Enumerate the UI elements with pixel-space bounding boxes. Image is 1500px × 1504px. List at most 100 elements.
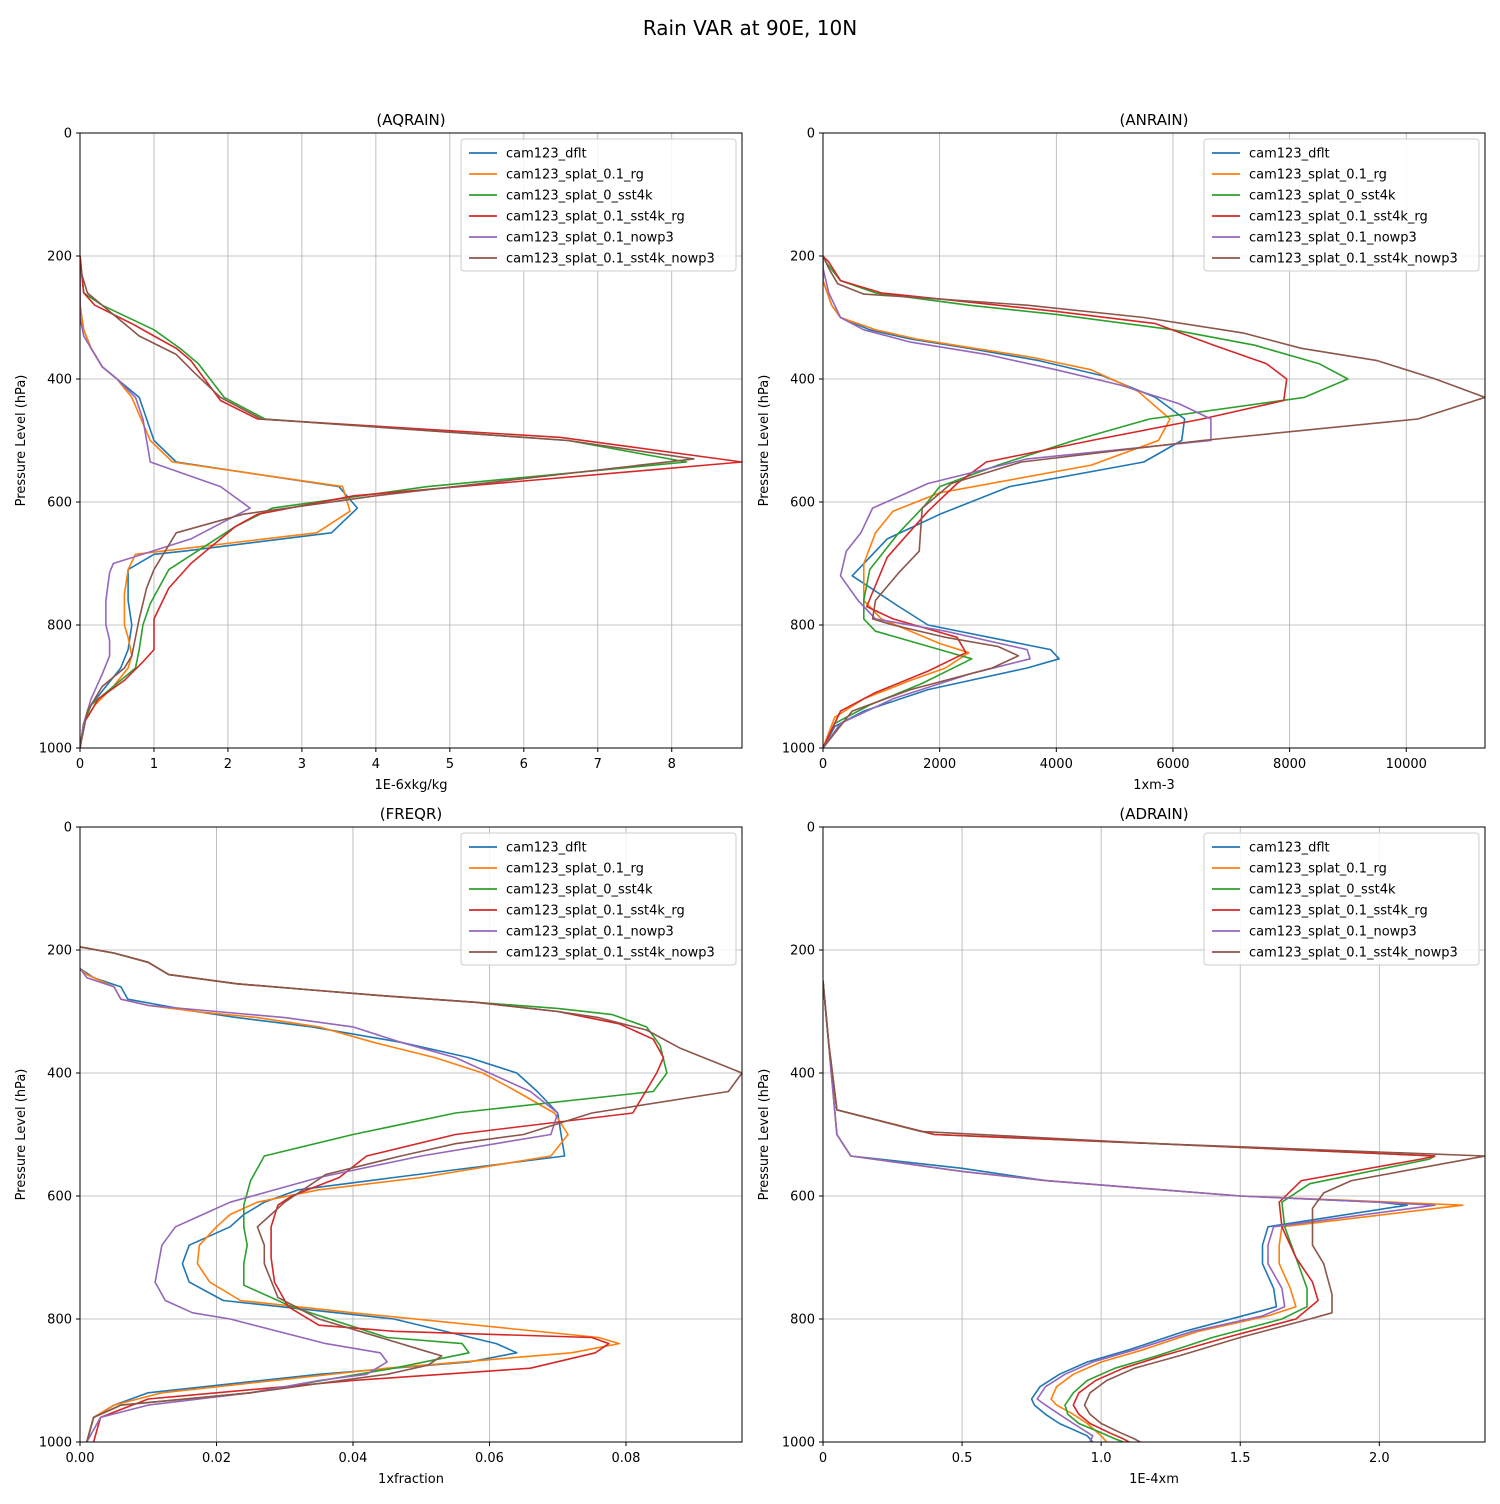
x-tick-label: 6000 [1156, 757, 1189, 772]
x-tick-label: 8000 [1273, 757, 1306, 772]
y-tick-label: 800 [47, 1313, 72, 1328]
legend-entry: cam123_splat_0.1_sst4k_nowp3 [1249, 946, 1458, 961]
legend-box [1203, 832, 1480, 966]
y-tick-label: 0 [64, 821, 72, 836]
y-tick-label: 600 [47, 496, 72, 511]
legend-entry: cam123_splat_0_sst4k [1249, 883, 1396, 898]
x-axis-label: 1xfraction [378, 1472, 444, 1487]
legend-box [460, 832, 737, 966]
x-tick-label: 7 [594, 757, 602, 772]
y-tick-label: 600 [790, 1190, 815, 1205]
series-line-cam123_splat_0.1_sst4k_rg [823, 255, 1288, 748]
legend-entry: cam123_splat_0.1_rg [1249, 862, 1387, 877]
legend-entry: cam123_splat_0.1_sst4k_rg [506, 904, 685, 919]
y-axis-label: Pressure Level (hPa) [757, 375, 772, 507]
y-tick-label: 1000 [39, 1436, 72, 1451]
legend: cam123_dflt cam123_splat_0.1_rg cam123_spl… [1203, 832, 1480, 966]
legend-entry: cam123_dflt [506, 841, 587, 856]
legend-entry: cam123_splat_0.1_sst4k_nowp3 [506, 252, 715, 267]
chart-title: (AQRAIN) [376, 111, 445, 129]
legend-entry: cam123_splat_0.1_sst4k_rg [1249, 210, 1428, 225]
series-line-cam123_splat_0.1_sst4k_nowp3 [823, 255, 1485, 748]
x-tick-label: 8 [668, 757, 676, 772]
y-tick-label: 1000 [39, 742, 72, 757]
y-tick-label: 400 [47, 373, 72, 388]
y-tick-label: 600 [790, 496, 815, 511]
x-tick-label: 1 [150, 757, 158, 772]
chart-panel-3: 0.00 0.02 0.04 0.06 0.08 0 200 400 600 800 1000 (FR… [14, 805, 743, 1487]
series-line-cam123_splat_0.1_sst4k_nowp3 [80, 268, 695, 748]
y-tick-label: 200 [47, 250, 72, 265]
x-tick-label: 4000 [1040, 757, 1073, 772]
y-tick-label: 400 [790, 1067, 815, 1082]
x-tick-label: 6 [520, 757, 528, 772]
y-tick-label: 400 [790, 373, 815, 388]
legend-entry: cam123_splat_0.1_sst4k_rg [506, 210, 685, 225]
series-line-cam123_splat_0.1_nowp3 [823, 268, 1212, 748]
y-tick-label: 400 [47, 1067, 72, 1082]
chart-panel-1: 0 1 2 3 4 5 6 7 8 0 200 400 600 800 1000 (AQRAIN) 1E-6xk… [14, 111, 743, 793]
x-tick-label: 10000 [1386, 757, 1427, 772]
series-line-cam123_splat_0.1_rg [80, 268, 351, 748]
series-line-cam123_splat_0.1_sst4k_rg [80, 946, 665, 1442]
legend-entry: cam123_splat_0.1_nowp3 [1249, 231, 1417, 246]
x-tick-label: 0.02 [202, 1451, 231, 1466]
y-axis-label: Pressure Level (hPa) [757, 1069, 772, 1201]
legend-box [460, 138, 737, 272]
x-tick-label: 2 [224, 757, 232, 772]
series-line-cam123_splat_0.1_sst4k_rg [80, 255, 742, 748]
legend-entry: cam123_splat_0.1_nowp3 [506, 231, 674, 246]
x-tick-label: 5 [446, 757, 454, 772]
chart-panel-4: 0 0.5 1.0 1.5 2.0 0 200 400 600 800 1000 (ADRAIN) 1E… [757, 805, 1486, 1487]
axes-frame [79, 132, 743, 749]
y-axis-label: Pressure Level (hPa) [14, 1069, 29, 1201]
y-tick-label: 800 [790, 1313, 815, 1328]
y-tick-label: 800 [47, 619, 72, 634]
chart-title: (ANRAIN) [1120, 111, 1189, 129]
series-line-cam123_splat_0.1_nowp3 [823, 980, 1436, 1442]
series-line-cam123_splat_0.1_rg [80, 967, 621, 1442]
y-tick-label: 0 [64, 127, 72, 142]
x-tick-label: 1.5 [1230, 1451, 1251, 1466]
y-tick-label: 600 [47, 1190, 72, 1205]
x-tick-label: 2.0 [1369, 1451, 1390, 1466]
x-tick-label: 0 [819, 1451, 827, 1466]
y-tick-label: 200 [790, 250, 815, 265]
x-tick-label: 0.00 [66, 1451, 95, 1466]
x-tick-label: 0.08 [612, 1451, 641, 1466]
y-axis-label: Pressure Level (hPa) [14, 375, 29, 507]
x-tick-label: 0.06 [475, 1451, 504, 1466]
axes-frame [822, 826, 1486, 1443]
legend: cam123_dflt cam123_splat_0.1_rg cam123_spl… [460, 138, 737, 272]
y-tick-label: 1000 [782, 1436, 815, 1451]
axes-frame [79, 826, 743, 1443]
legend-entry: cam123_splat_0_sst4k [1249, 189, 1396, 204]
legend-entry: cam123_splat_0.1_rg [1249, 168, 1387, 183]
series-line-cam123_splat_0.1_rg [823, 256, 1171, 748]
legend-entry: cam123_dflt [1249, 841, 1330, 856]
y-tick-label: 200 [47, 944, 72, 959]
legend-entry: cam123_splat_0_sst4k [506, 883, 653, 898]
series-line-cam123_splat_0_sst4k [823, 980, 1436, 1442]
series-line-cam123_splat_0.1_sst4k_rg [823, 980, 1436, 1442]
x-axis-label: 1E-6xkg/kg [374, 778, 447, 793]
legend-entry: cam123_splat_0.1_nowp3 [1249, 925, 1417, 940]
x-tick-label: 0.04 [339, 1451, 368, 1466]
figure-title: Rain VAR at 90E, 10N [642, 16, 858, 40]
axes-frame [822, 132, 1486, 749]
legend-entry: cam123_splat_0.1_rg [506, 168, 644, 183]
legend-box [1203, 138, 1480, 272]
series-line-cam123_splat_0.1_nowp3 [80, 968, 559, 1442]
series-line-cam123_splat_0_sst4k [80, 946, 668, 1442]
legend-entry: cam123_splat_0.1_sst4k_rg [1249, 904, 1428, 919]
y-tick-label: 800 [790, 619, 815, 634]
series-line-cam123_splat_0.1_nowp3 [80, 268, 251, 748]
series-line-cam123_dflt [823, 980, 1408, 1442]
x-tick-label: 2000 [923, 757, 956, 772]
legend-entry: cam123_splat_0.1_sst4k_nowp3 [1249, 252, 1458, 267]
legend: cam123_dflt cam123_splat_0.1_rg cam123_spl… [460, 832, 737, 966]
y-tick-label: 0 [807, 821, 815, 836]
y-tick-label: 0 [807, 127, 815, 142]
chart-title: (FREQR) [380, 805, 442, 823]
